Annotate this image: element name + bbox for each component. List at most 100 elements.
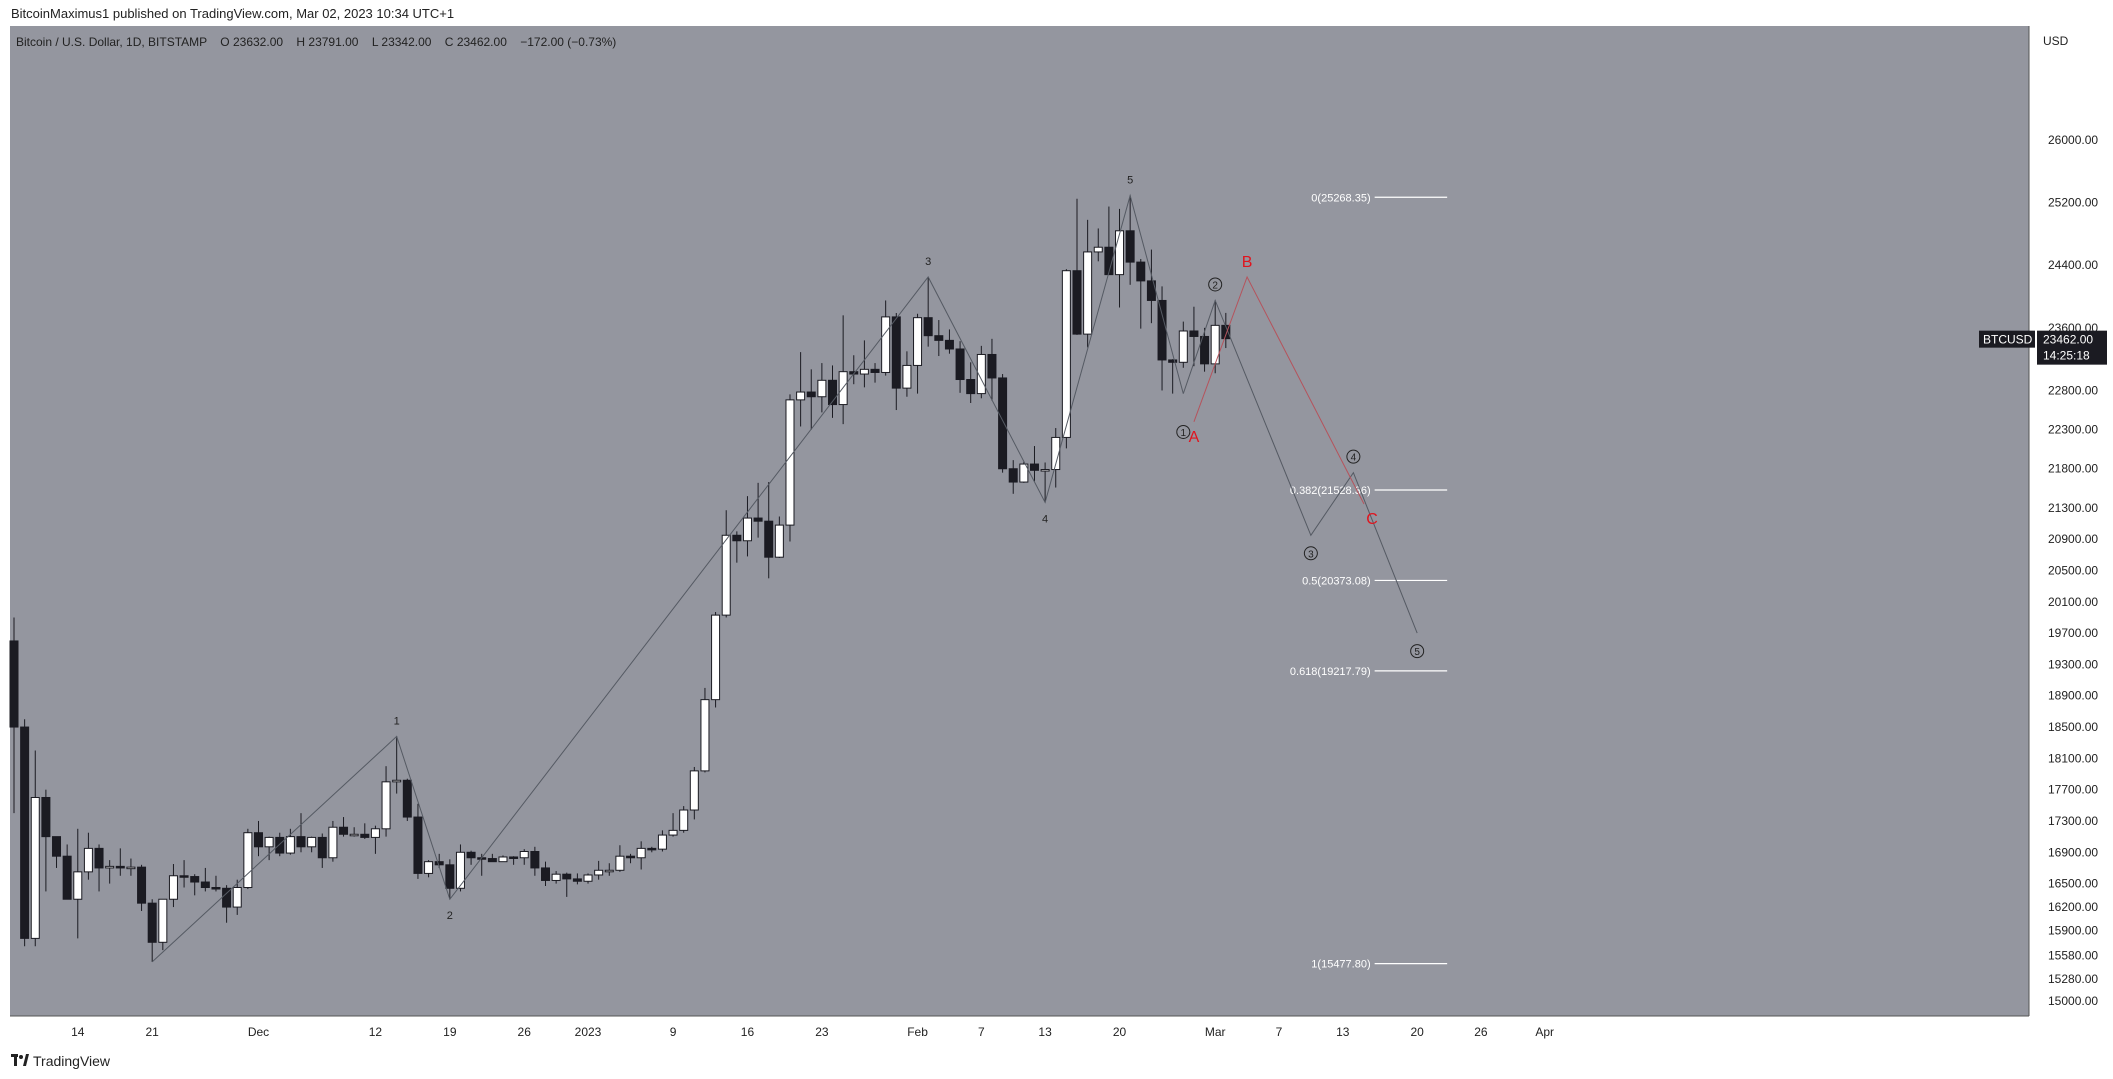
candle-body-up bbox=[382, 782, 390, 829]
impulse-wave-label: 4 bbox=[1042, 513, 1048, 525]
candle-body-down bbox=[988, 354, 996, 377]
y-tick-label: 18500.00 bbox=[2048, 720, 2098, 734]
candle-body-up bbox=[169, 876, 177, 899]
candle-body-up bbox=[860, 369, 868, 374]
candle-body-down bbox=[999, 378, 1007, 469]
x-tick-label: Apr bbox=[1535, 1025, 1554, 1039]
x-tick-label: 19 bbox=[443, 1025, 457, 1039]
candle-body-up bbox=[637, 848, 645, 857]
x-tick-label: 7 bbox=[1276, 1025, 1283, 1039]
candle-body-up bbox=[233, 888, 241, 908]
candle-body-down bbox=[318, 837, 326, 857]
minor-wave-number: 2 bbox=[1212, 280, 1218, 291]
candle-body-up bbox=[605, 870, 613, 872]
legend-symbol: Bitcoin / U.S. Dollar, 1D, BITSTAMP bbox=[16, 35, 207, 49]
price-axis[interactable]: USD 26000.0025200.0024400.0023600.002280… bbox=[2043, 34, 2098, 1008]
candle-body-up bbox=[244, 833, 252, 888]
candle-body-down bbox=[648, 848, 656, 850]
x-tick-label: 20 bbox=[1113, 1025, 1127, 1039]
candle bbox=[1020, 462, 1028, 483]
y-tick-label: 20100.00 bbox=[2048, 595, 2098, 609]
candle-body-up bbox=[31, 797, 39, 938]
candle-body-down bbox=[956, 349, 964, 380]
candle-body-down bbox=[446, 865, 454, 888]
candle-body-down bbox=[191, 877, 199, 882]
candle-body-up bbox=[1179, 331, 1187, 362]
candle-body-up bbox=[786, 400, 794, 525]
impulse-wave-label: 3 bbox=[925, 256, 931, 268]
fib-level-label: 0.618(19217.79) bbox=[1290, 666, 1371, 678]
candle-body-down bbox=[935, 336, 943, 341]
candle-body-up bbox=[393, 780, 401, 782]
y-tick-label: 16200.00 bbox=[2048, 900, 2098, 914]
candle-body-up bbox=[903, 365, 911, 388]
minor-wave-number: 1 bbox=[1181, 428, 1187, 439]
candle-body-up bbox=[797, 392, 805, 400]
candle-body-down bbox=[765, 521, 773, 557]
candle bbox=[701, 688, 709, 773]
y-tick-label: 16500.00 bbox=[2048, 877, 2098, 891]
candle-body-up bbox=[701, 700, 709, 771]
legend-high: 23791.00 bbox=[308, 35, 358, 49]
candle-body-up bbox=[159, 899, 167, 942]
candle-body-down bbox=[116, 866, 124, 868]
candle-body-up bbox=[743, 518, 751, 541]
candle-body-up bbox=[595, 870, 603, 875]
badge-ticker: BTCUSD bbox=[1983, 333, 2033, 347]
minor-wave-number: 3 bbox=[1308, 549, 1314, 560]
y-tick-label: 18100.00 bbox=[2048, 751, 2098, 765]
candle-body-up bbox=[106, 866, 114, 868]
candle-body-down bbox=[435, 862, 443, 865]
candle-body-down bbox=[138, 867, 146, 903]
plot-background[interactable] bbox=[10, 26, 2029, 1016]
candle-body-down bbox=[563, 874, 571, 879]
badge-price: 23462.00 bbox=[2043, 333, 2093, 347]
time-axis[interactable]: 14 21 Dec 12 19 26 2023 9 16 23 Feb 7 13 20 Mar 7 13 20 26… bbox=[71, 1025, 1554, 1039]
x-tick-label: 9 bbox=[670, 1025, 677, 1039]
candle-body-up bbox=[265, 837, 273, 846]
y-tick-label: 15900.00 bbox=[2048, 924, 2098, 938]
candle-body-down bbox=[542, 868, 550, 881]
candle-body-down bbox=[95, 848, 103, 868]
candle-body-down bbox=[1169, 360, 1177, 362]
y-tick-label: 17700.00 bbox=[2048, 783, 2098, 797]
candle-body-down bbox=[467, 852, 475, 857]
candle-body-down bbox=[53, 837, 61, 857]
candle-body-down bbox=[63, 856, 71, 899]
impulse-wave-label: 2 bbox=[447, 910, 453, 922]
candle-body-up bbox=[350, 834, 358, 836]
y-tick-label: 19700.00 bbox=[2048, 626, 2098, 640]
x-tick-label: Feb bbox=[907, 1025, 928, 1039]
impulse-wave-label: 5 bbox=[1127, 175, 1133, 187]
candle-body-up bbox=[308, 837, 316, 846]
candle-body-up bbox=[712, 615, 720, 700]
candle-body-down bbox=[340, 827, 348, 834]
legend-change: −172.00 (−0.73%) bbox=[520, 35, 616, 49]
candle bbox=[21, 719, 29, 946]
candle-body-up bbox=[1116, 231, 1124, 275]
candle-body-up bbox=[552, 874, 560, 880]
y-tick-label: 22800.00 bbox=[2048, 383, 2098, 397]
candle-body-down bbox=[1137, 262, 1145, 281]
x-tick-label: Dec bbox=[248, 1025, 269, 1039]
candle-body-down bbox=[945, 340, 953, 349]
candle-body-up bbox=[616, 856, 624, 870]
candle-body-down bbox=[201, 882, 209, 887]
candle bbox=[159, 899, 167, 950]
candle-body-down bbox=[627, 856, 635, 858]
candle-body-up bbox=[329, 827, 337, 858]
candle-body-down bbox=[10, 641, 18, 727]
candle-body-down bbox=[1030, 464, 1038, 470]
fib-level-label: 1(15477.80) bbox=[1311, 959, 1370, 971]
candle-body-down bbox=[531, 851, 539, 867]
y-tick-label: 18900.00 bbox=[2048, 689, 2098, 703]
x-tick-label: 13 bbox=[1336, 1025, 1350, 1039]
candle bbox=[329, 821, 337, 862]
candle-body-up bbox=[775, 525, 783, 557]
candle-body-up bbox=[1094, 247, 1102, 252]
y-tick-label: 19300.00 bbox=[2048, 657, 2098, 671]
x-tick-label: 20 bbox=[1410, 1025, 1424, 1039]
candle bbox=[999, 374, 1007, 473]
candle-body-down bbox=[1158, 300, 1166, 359]
